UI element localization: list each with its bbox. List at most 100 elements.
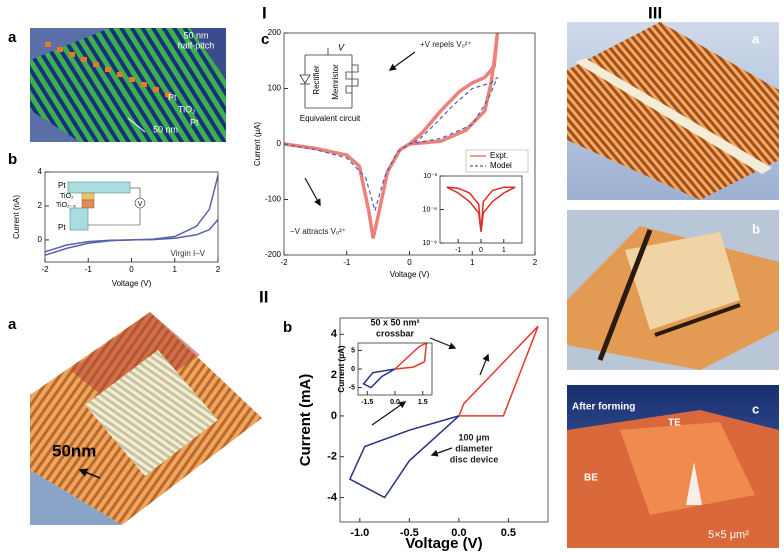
axes-frame	[439, 175, 523, 244]
direction-arrow	[388, 51, 416, 71]
y-tick-label: -100	[265, 195, 282, 204]
annotation: −V attracts Vₒ²⁺	[290, 227, 346, 236]
circuit-text: Memristor	[331, 64, 340, 100]
axes-frame	[44, 171, 219, 263]
y-tick-label: 10⁻⁹	[423, 240, 437, 247]
schematic-text: Pt	[58, 181, 66, 190]
x-tick-label: 2	[216, 265, 221, 274]
data-line	[362, 368, 396, 389]
y-axis-label: Current (mA)	[297, 374, 314, 467]
x-tick-label: 0.0	[390, 399, 400, 406]
x-axis-label: Voltage (V)	[405, 535, 482, 552]
annotation: 50 x 50 nm²	[370, 317, 419, 327]
data-line	[348, 415, 460, 499]
y-tick-label: 10⁻⁶	[423, 206, 437, 213]
chart: -1 0 1 10⁻⁹ 10⁻⁶ 10⁻³	[423, 173, 523, 254]
y-tick-label: -2	[327, 451, 337, 463]
legend-label: Model	[490, 161, 512, 170]
x-tick-label: 0	[129, 265, 134, 274]
annotation: diameter	[455, 443, 493, 453]
annotation: Virgin I–V	[170, 249, 205, 258]
y-tick-label: -5	[349, 384, 355, 391]
image-text: TiO₂	[178, 104, 196, 114]
y-axis-label: Current (μA)	[337, 345, 346, 392]
axes-frame	[357, 342, 433, 396]
y-tick-label: 4	[38, 167, 43, 176]
x-tick-label: -1	[455, 247, 461, 254]
circuit-text: V	[338, 42, 345, 52]
panel-label: b	[752, 221, 760, 236]
panel-label: a	[8, 29, 17, 46]
section-label: II	[259, 287, 268, 306]
annotation: 100 μm	[458, 432, 489, 442]
x-tick-label: 1	[470, 258, 475, 267]
data-line	[394, 341, 428, 370]
equivalent-circuit	[299, 48, 359, 109]
circuit-text: Rectifier	[312, 65, 321, 95]
section-label: III	[648, 3, 662, 22]
legend-label: Expt.	[490, 151, 508, 160]
x-tick-label: -2	[280, 258, 288, 267]
y-tick-label: 5	[351, 347, 355, 354]
annotation: crossbar	[376, 328, 415, 338]
schematic-text: TiO₂₋ₓ	[56, 202, 76, 209]
y-tick-label: 0	[277, 139, 282, 148]
image-afm-a	[567, 22, 779, 200]
panel-label: b	[283, 319, 292, 336]
x-tick-label: 1	[502, 247, 506, 254]
data-line	[458, 325, 539, 417]
y-tick-label: 2	[38, 201, 43, 210]
x-tick-label: -2	[41, 265, 49, 274]
image-afm-c	[567, 385, 779, 548]
chart: -1.5 0.0 1.5 -5 0 5 Current (μA) 50 x 50 nm²cro…	[337, 317, 433, 406]
schematic-text: TiO₂	[60, 193, 74, 200]
data-line	[283, 32, 500, 239]
image-text: TE	[668, 418, 681, 429]
y-tick-label: 10⁻³	[423, 173, 437, 180]
x-tick-label: 0	[407, 258, 412, 267]
y-tick-label: -200	[265, 250, 282, 259]
annotation: disc device	[450, 454, 499, 464]
data-line	[44, 219, 219, 253]
x-tick-label: 0	[479, 247, 483, 254]
chart: -1.0 -0.5 0.0 0.5 -4 -2 0 2 4 Voltage (V) Current …	[297, 317, 549, 552]
image-text: BE	[584, 473, 598, 484]
y-tick-label: 0	[331, 410, 337, 422]
x-tick-label: -1.5	[361, 399, 373, 406]
schematic-text: Pt	[58, 223, 66, 232]
x-tick-label: -0.5	[400, 527, 419, 539]
image-text: 50 nm	[153, 124, 178, 134]
image-text: 50 nm	[183, 30, 208, 40]
y-axis-label: Current (nA)	[12, 195, 21, 239]
x-tick-label: -1	[85, 265, 93, 274]
schematic-text: V	[138, 201, 143, 208]
x-tick-label: 0.5	[501, 527, 516, 539]
y-tick-label: -4	[327, 491, 338, 503]
y-axis-label: Current (μA)	[253, 122, 262, 167]
axes-frame	[339, 317, 549, 523]
image-text: Pt	[168, 92, 177, 102]
y-tick-label: 200	[268, 28, 282, 37]
panel-label: a	[752, 31, 760, 46]
y-tick-label: 0	[351, 366, 355, 373]
image-text: half-pitch	[178, 40, 215, 50]
axes-frame	[283, 32, 536, 256]
data-line	[446, 186, 516, 232]
x-tick-label: 0.0	[451, 527, 466, 539]
x-tick-label: -1.0	[350, 527, 369, 539]
x-axis-label: Voltage (V)	[112, 279, 152, 288]
panel-label: c	[752, 401, 759, 416]
panel-label: c	[261, 31, 269, 48]
x-tick-label: -1	[343, 258, 351, 267]
image-text: 5×5 μm²	[708, 529, 749, 541]
chart: -2 -1 0 1 2 0 2 4 Voltage (V) Current (nA) Virgin …	[12, 167, 221, 288]
x-tick-label: 1	[173, 265, 178, 274]
y-tick-label: 2	[331, 369, 337, 381]
x-axis-label: Voltage (V)	[390, 270, 430, 279]
circuit-text: Equivalent circuit	[300, 114, 361, 123]
direction-arrow	[479, 353, 490, 376]
section-label: I	[262, 3, 267, 22]
y-tick-label: 100	[268, 84, 282, 93]
